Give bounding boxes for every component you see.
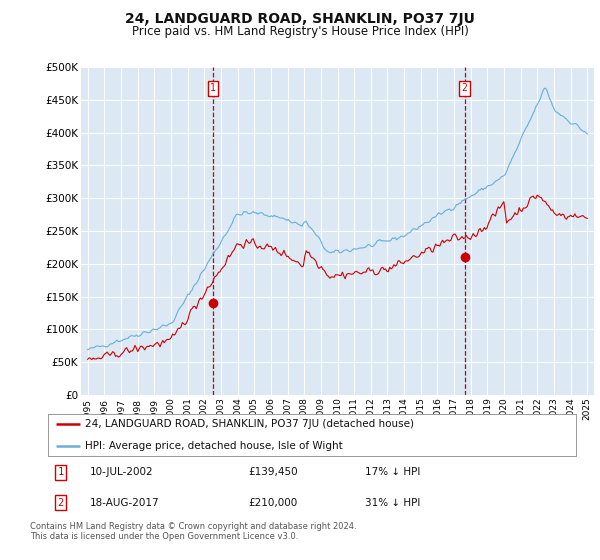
Text: 24, LANDGUARD ROAD, SHANKLIN, PO37 7JU: 24, LANDGUARD ROAD, SHANKLIN, PO37 7JU (125, 12, 475, 26)
Text: 2: 2 (58, 498, 64, 508)
Text: Price paid vs. HM Land Registry's House Price Index (HPI): Price paid vs. HM Land Registry's House … (131, 25, 469, 38)
Text: 18-AUG-2017: 18-AUG-2017 (90, 498, 160, 508)
Text: HPI: Average price, detached house, Isle of Wight: HPI: Average price, detached house, Isle… (85, 441, 343, 451)
Text: Contains HM Land Registry data © Crown copyright and database right 2024.
This d: Contains HM Land Registry data © Crown c… (30, 522, 356, 542)
Text: 24, LANDGUARD ROAD, SHANKLIN, PO37 7JU (detached house): 24, LANDGUARD ROAD, SHANKLIN, PO37 7JU (… (85, 419, 414, 430)
Text: £210,000: £210,000 (248, 498, 298, 508)
Text: 2: 2 (461, 83, 467, 93)
Text: £139,450: £139,450 (248, 467, 298, 477)
Text: 31% ↓ HPI: 31% ↓ HPI (365, 498, 420, 508)
Text: 17% ↓ HPI: 17% ↓ HPI (365, 467, 420, 477)
Text: 10-JUL-2002: 10-JUL-2002 (90, 467, 154, 477)
Text: 1: 1 (58, 467, 64, 477)
Text: 1: 1 (210, 83, 216, 93)
